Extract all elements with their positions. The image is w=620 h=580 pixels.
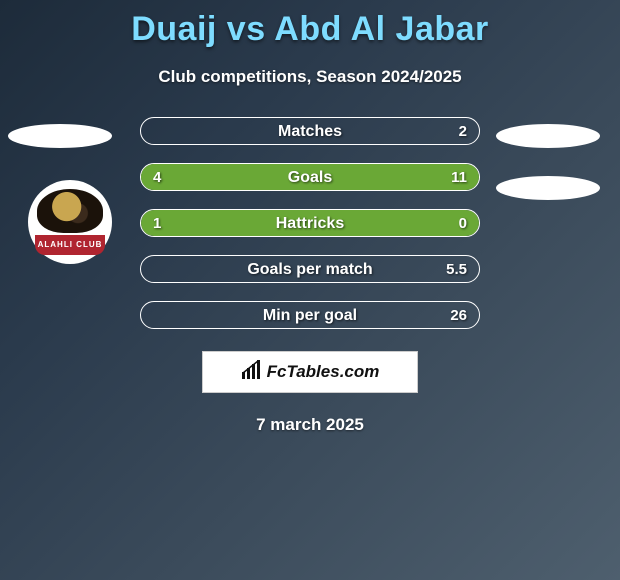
stat-value-right: 11 [451, 164, 467, 190]
stat-label: Goals [141, 164, 479, 190]
stat-row-hattricks: 1 Hattricks 0 [140, 209, 480, 237]
stat-row-min-per-goal: Min per goal 26 [140, 301, 480, 329]
date-text: 7 march 2025 [0, 415, 620, 435]
player-left-placeholder-1 [8, 124, 112, 148]
stat-value-right: 0 [459, 210, 467, 236]
player-right-placeholder-1 [496, 124, 600, 148]
brand-text: FcTables.com [267, 362, 380, 382]
stat-value-right: 26 [450, 302, 467, 328]
stat-label: Min per goal [141, 302, 479, 328]
stat-row-matches: Matches 2 [140, 117, 480, 145]
stat-label: Matches [141, 118, 479, 144]
club-badge: ALAHLI CLUB [28, 180, 112, 264]
club-badge-text: ALAHLI CLUB [35, 235, 105, 255]
stat-label: Goals per match [141, 256, 479, 282]
page-title: Duaij vs Abd Al Jabar [0, 0, 620, 49]
stat-label: Hattricks [141, 210, 479, 236]
stat-value-right: 5.5 [446, 256, 467, 282]
bar-chart-icon [241, 360, 263, 385]
club-badge-icon [37, 189, 103, 233]
stat-value-right: 2 [459, 118, 467, 144]
brand-badge: FcTables.com [202, 351, 418, 393]
stat-row-goals: 4 Goals 11 [140, 163, 480, 191]
stat-row-goals-per-match: Goals per match 5.5 [140, 255, 480, 283]
subtitle: Club competitions, Season 2024/2025 [0, 67, 620, 87]
player-right-placeholder-2 [496, 176, 600, 200]
